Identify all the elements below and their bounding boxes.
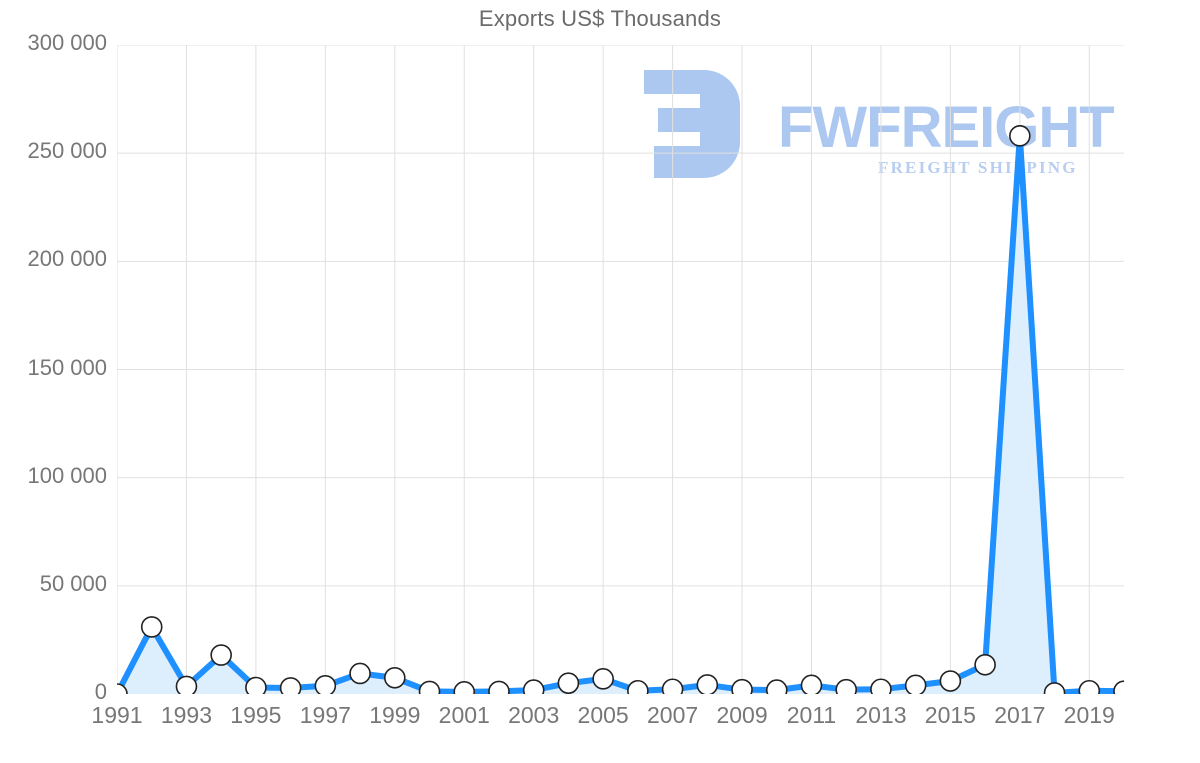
data-point-marker[interactable] (1009, 125, 1031, 147)
area-fill (117, 135, 1124, 694)
data-point-marker[interactable] (1113, 680, 1124, 694)
x-tick-label: 2015 (924, 702, 976, 728)
x-tick-label: 2001 (438, 702, 490, 728)
data-point-marker[interactable] (279, 677, 302, 694)
data-point-marker[interactable] (140, 616, 163, 638)
x-tick-label: 2003 (508, 702, 560, 728)
data-point-marker[interactable] (627, 679, 649, 694)
data-point-marker[interactable] (800, 674, 823, 694)
x-tick-label: 2007 (646, 702, 699, 728)
y-tick-label: 150 000 (27, 354, 107, 380)
data-point-marker[interactable] (210, 644, 232, 666)
x-tick-label: 2005 (577, 702, 629, 728)
data-point-marker[interactable] (349, 662, 371, 685)
data-point-marker[interactable] (661, 678, 684, 694)
x-tick-label: 1999 (369, 702, 421, 728)
data-point-marker[interactable] (117, 683, 128, 694)
x-tick-label: 2017 (994, 702, 1046, 728)
data-point-marker[interactable] (904, 674, 927, 694)
data-point-marker[interactable] (1078, 679, 1101, 694)
data-point-marker[interactable] (1043, 682, 1066, 694)
y-tick-label: 250 000 (27, 138, 107, 164)
data-point-marker[interactable] (175, 675, 198, 694)
data-point-marker[interactable] (731, 678, 753, 694)
data-point-marker[interactable] (314, 674, 337, 694)
data-point-marker[interactable] (522, 679, 545, 694)
y-tick-label: 100 000 (27, 462, 107, 488)
y-tick-label: 300 000 (27, 30, 107, 55)
x-tick-label: 2011 (786, 702, 837, 728)
chart-title: Exports US$ Thousands (478, 6, 722, 31)
data-point-marker[interactable] (765, 679, 788, 694)
x-tick-label: 1997 (299, 702, 351, 728)
x-tick-label: 1995 (230, 702, 282, 728)
data-point-marker[interactable] (453, 681, 476, 694)
data-point-marker[interactable] (696, 674, 719, 694)
data-point-marker[interactable] (974, 653, 996, 676)
x-tick-label: 2009 (716, 702, 768, 728)
data-point-marker[interactable] (870, 678, 892, 694)
data-point-marker[interactable] (418, 680, 441, 694)
plot-area (117, 45, 1124, 694)
x-tick-label: 1991 (91, 702, 143, 728)
y-axis-labels: 0 50 000 100 000 150 000 200 000 250 000 300 0… (0, 0, 107, 763)
data-point-marker[interactable] (557, 672, 580, 694)
grid-lines (117, 45, 1124, 694)
x-tick-label: 2019 (1063, 702, 1115, 728)
x-tick-label: 1993 (160, 702, 213, 728)
data-point-marker[interactable] (488, 680, 510, 694)
data-point-marker[interactable] (245, 676, 267, 694)
plot-svg (117, 45, 1124, 694)
data-line (117, 132, 1124, 694)
data-point-marker[interactable] (592, 668, 614, 690)
y-tick-label: 200 000 (27, 246, 107, 272)
data-markers (117, 125, 1124, 694)
data-point-marker[interactable] (383, 666, 406, 689)
x-tick-label: 2013 (855, 702, 907, 728)
y-tick-label: 0 (94, 679, 107, 704)
y-tick-label: 50 000 (39, 570, 107, 596)
data-point-marker[interactable] (939, 670, 962, 692)
data-point-marker[interactable] (835, 678, 858, 694)
